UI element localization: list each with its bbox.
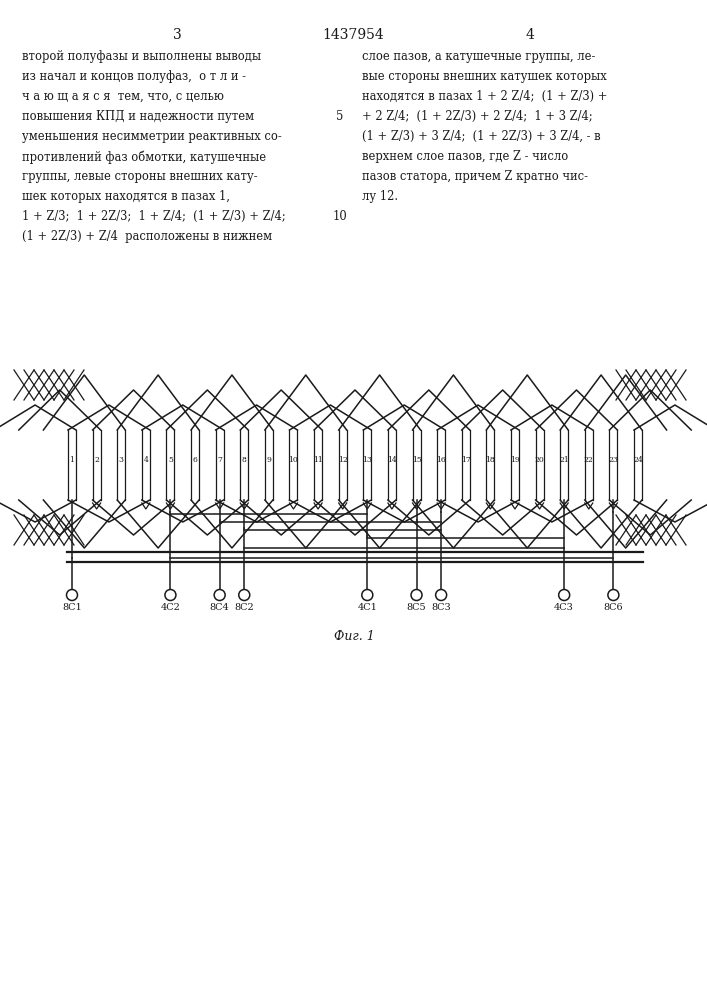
Text: 8С4: 8С4 [210,603,230,612]
Text: 7: 7 [217,456,222,464]
Text: 4С2: 4С2 [160,603,180,612]
Text: 6: 6 [192,456,197,464]
Text: Фиг. 1: Фиг. 1 [334,630,375,643]
Text: 16: 16 [436,456,446,464]
Text: шек которых находятся в пазах 1,: шек которых находятся в пазах 1, [22,190,230,203]
Text: 1: 1 [69,456,74,464]
Text: 5: 5 [337,110,344,123]
Text: находятся в пазах 1 + 2 Z/4;  (1 + Z/3) +: находятся в пазах 1 + 2 Z/4; (1 + Z/3) + [362,90,607,103]
Text: 13: 13 [363,456,373,464]
Text: 8: 8 [242,456,247,464]
Text: 4: 4 [525,28,534,42]
Text: 22: 22 [584,456,594,464]
Text: уменьшения несимметрии реактивных со-: уменьшения несимметрии реактивных со- [22,130,282,143]
Text: ч а ю щ а я с я  тем, что, с целью: ч а ю щ а я с я тем, что, с целью [22,90,224,103]
Text: 4С3: 4С3 [554,603,574,612]
Circle shape [362,589,373,600]
Text: 2: 2 [94,456,99,464]
Text: 10: 10 [332,210,347,223]
Text: группы, левые стороны внешних кату-: группы, левые стороны внешних кату- [22,170,257,183]
Text: (1 + Z/3) + 3 Z/4;  (1 + 2Z/3) + 3 Z/4, - в: (1 + Z/3) + 3 Z/4; (1 + 2Z/3) + 3 Z/4, -… [362,130,601,143]
Text: 3: 3 [173,28,182,42]
Text: 3: 3 [119,456,124,464]
Text: верхнем слое пазов, где Z - число: верхнем слое пазов, где Z - число [362,150,568,163]
Circle shape [239,589,250,600]
Text: 1437954: 1437954 [322,28,384,42]
Text: пазов статора, причем Z кратно чис-: пазов статора, причем Z кратно чис- [362,170,588,183]
Text: 9: 9 [267,456,271,464]
Text: 11: 11 [313,456,323,464]
Text: 10: 10 [288,456,298,464]
Text: + 2 Z/4;  (1 + 2Z/3) + 2 Z/4;  1 + 3 Z/4;: + 2 Z/4; (1 + 2Z/3) + 2 Z/4; 1 + 3 Z/4; [362,110,592,123]
Text: 20: 20 [534,456,544,464]
Text: второй полуфазы и выполнены выводы: второй полуфазы и выполнены выводы [22,50,261,63]
Text: (1 + 2Z/3) + Z/4  расположены в нижнем: (1 + 2Z/3) + Z/4 расположены в нижнем [22,230,272,243]
Text: 8С1: 8С1 [62,603,82,612]
Text: лу 12.: лу 12. [362,190,398,203]
Circle shape [165,589,176,600]
Text: 5: 5 [168,456,173,464]
Text: 8С6: 8С6 [604,603,623,612]
Text: 1 + Z/3;  1 + 2Z/3;  1 + Z/4;  (1 + Z/3) + Z/4;: 1 + Z/3; 1 + 2Z/3; 1 + Z/4; (1 + Z/3) + … [22,210,286,223]
Circle shape [66,589,78,600]
Text: 24: 24 [633,456,643,464]
Text: вые стороны внешних катушек которых: вые стороны внешних катушек которых [362,70,607,83]
Text: повышения КПД и надежности путем: повышения КПД и надежности путем [22,110,254,123]
Text: противлений фаз обмотки, катушечные: противлений фаз обмотки, катушечные [22,150,266,163]
Text: 18: 18 [486,456,495,464]
Text: 14: 14 [387,456,397,464]
Text: 12: 12 [338,456,348,464]
Circle shape [559,589,570,600]
Circle shape [411,589,422,600]
Text: 8С2: 8С2 [235,603,254,612]
Text: из начал и концов полуфаз,  о т л и -: из начал и концов полуфаз, о т л и - [22,70,246,83]
Text: 4С1: 4С1 [357,603,378,612]
Circle shape [608,589,619,600]
Text: 8С5: 8С5 [407,603,426,612]
Text: 19: 19 [510,456,520,464]
Text: слое пазов, а катушечные группы, ле-: слое пазов, а катушечные группы, ле- [362,50,595,63]
Circle shape [214,589,225,600]
Text: 4: 4 [144,456,148,464]
Text: 15: 15 [411,456,421,464]
Text: 17: 17 [461,456,471,464]
Circle shape [436,589,447,600]
Text: 8С3: 8С3 [431,603,451,612]
Text: 23: 23 [609,456,619,464]
Text: 21: 21 [559,456,569,464]
